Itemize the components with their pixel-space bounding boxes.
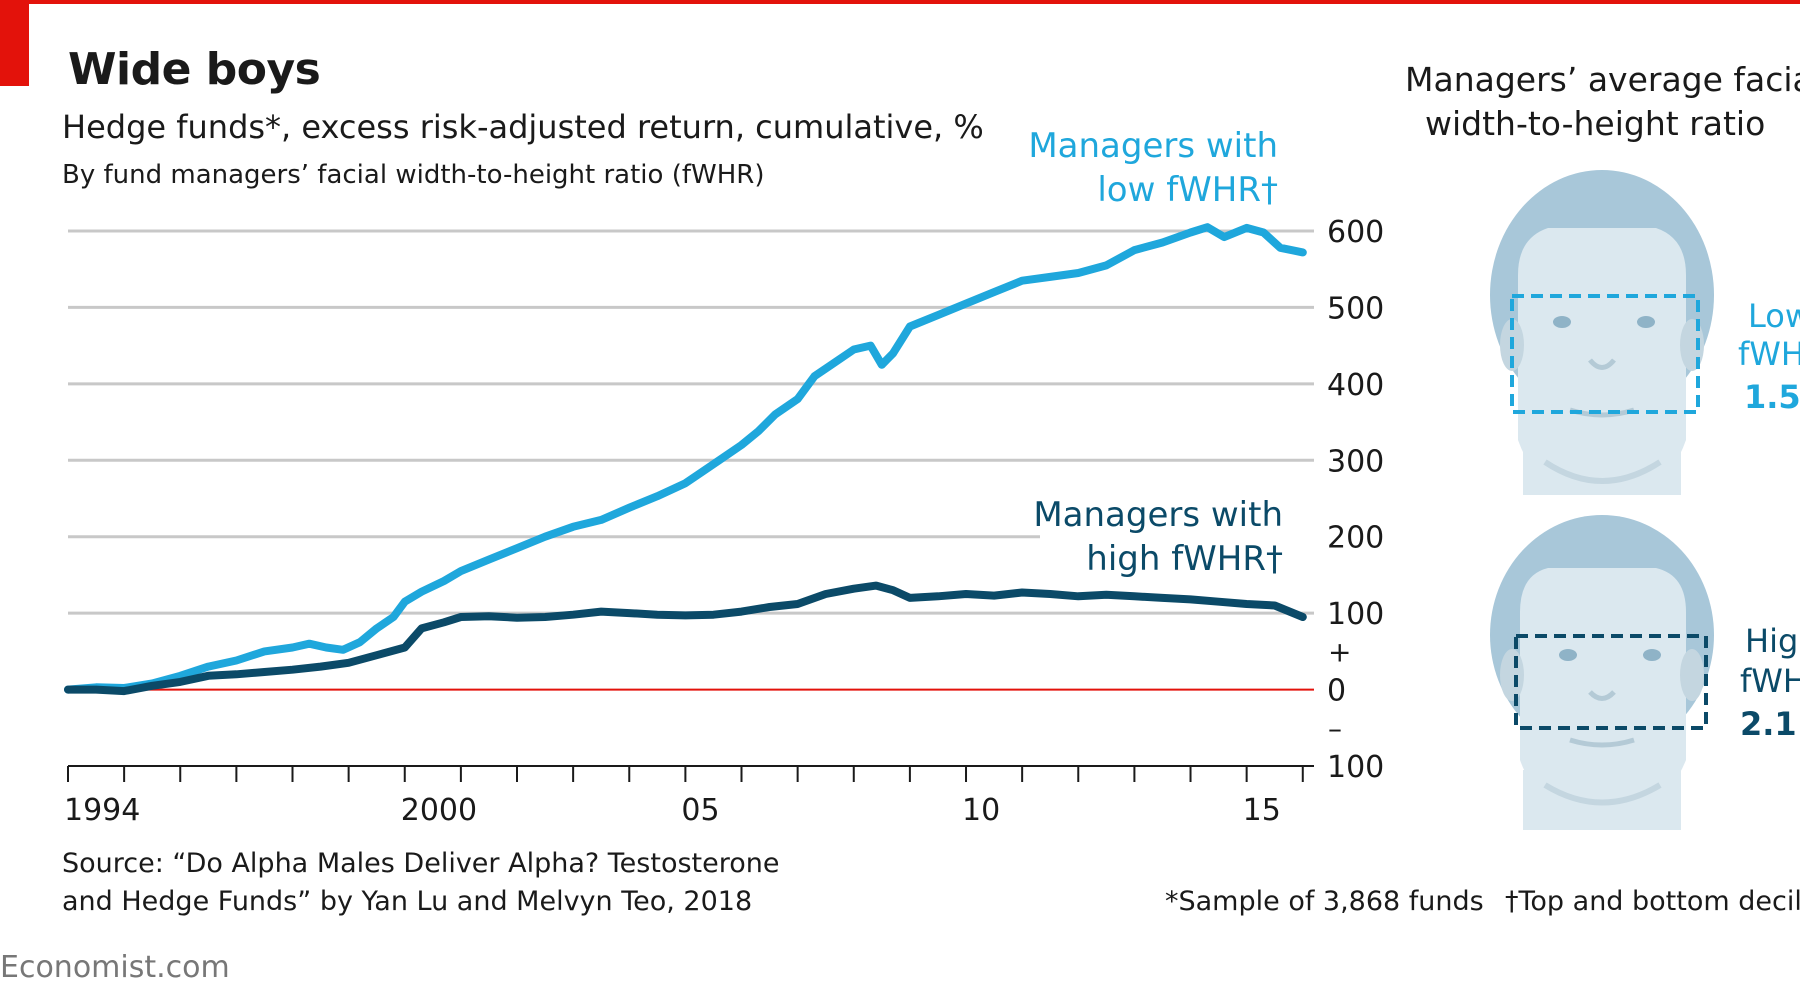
y-tick-label-4: 200 — [1327, 521, 1384, 556]
series-line-0 — [64, 223, 1307, 694]
y-tick-label-3: 300 — [1327, 444, 1384, 479]
y-tick-label-7: 100 — [1327, 750, 1384, 785]
face-high-ear-left — [1500, 649, 1524, 701]
y-tick-label-0: 600 — [1327, 215, 1384, 250]
series-label-0-line-1: low fWHR† — [1097, 170, 1278, 210]
y-sign-plus: + — [1328, 635, 1351, 668]
x-axis — [67, 765, 1314, 782]
face-low-eye-left — [1553, 316, 1571, 328]
face-low-eye-right — [1637, 316, 1655, 328]
face-high-measure-box — [1514, 634, 1708, 730]
face-high-eye-left — [1559, 649, 1577, 661]
x-tick-label-3: 10 — [962, 793, 1000, 828]
face-low-label-line1: Low — [1748, 297, 1800, 335]
face-high-ear-right — [1680, 649, 1704, 701]
faces-panel-title-line1: Managers’ average facial — [1405, 60, 1800, 99]
chart-title: Wide boys — [68, 44, 321, 95]
faces-panel-title-line2: width-to-height ratio — [1425, 104, 1766, 143]
source-line-2: and Hedge Funds” by Yan Lu and Melvyn Te… — [62, 886, 753, 917]
face-low-label-line2: fWH — [1738, 335, 1800, 373]
series-label-1-line-0: Managers with — [1033, 495, 1283, 535]
face-low-ear-right — [1680, 319, 1704, 371]
y-tick-label-2: 400 — [1327, 368, 1384, 403]
face-high-skin — [1520, 568, 1686, 815]
face-low-ratio-value: 1.5 — [1744, 378, 1800, 416]
x-tick-label-2: 05 — [681, 793, 719, 828]
footnote-deciles: †Top and bottom decil — [1505, 886, 1800, 917]
face-high-jaw — [1543, 782, 1662, 806]
brand-logo-text: Economist.com — [0, 950, 230, 985]
top-rule — [0, 0, 1800, 4]
y-tick-label-1: 500 — [1327, 291, 1384, 326]
face-high-fwhr — [1490, 515, 1714, 830]
series-label-0-line-0: Managers with — [1028, 126, 1278, 166]
x-tick-label-1: 2000 — [401, 793, 477, 828]
face-high-label-line1: Hig — [1745, 622, 1799, 660]
face-low-fwhr — [1490, 170, 1714, 495]
footnote-sample: *Sample of 3,868 funds — [1165, 886, 1484, 917]
face-high-label-line2: fWH — [1740, 662, 1800, 700]
x-tick-label-0: 1994 — [64, 793, 140, 828]
x-tick-label-4: 15 — [1243, 793, 1281, 828]
red-tag — [0, 0, 29, 86]
face-high-eye-right — [1643, 649, 1661, 661]
face-high-mouth — [1569, 737, 1635, 748]
chart-subtitle-secondary: By fund managers’ facial width-to-height… — [62, 160, 765, 190]
series-line-1 — [64, 581, 1307, 696]
face-high-nose — [1588, 690, 1616, 701]
chart-subtitle: Hedge funds*, excess risk-adjusted retur… — [62, 108, 984, 146]
face-low-nose — [1588, 358, 1616, 370]
face-low-neck — [1523, 440, 1681, 495]
series-lines — [64, 223, 1307, 696]
y-tick-label-6: 0 — [1327, 674, 1346, 709]
series-label-1-line-1: high fWHR† — [1086, 539, 1283, 579]
gridlines — [68, 229, 1314, 691]
face-low-jaw — [1543, 459, 1662, 484]
source-line-1: Source: “Do Alpha Males Deliver Alpha? T… — [62, 848, 780, 879]
face-high-ratio-value: 2.1 — [1740, 705, 1797, 743]
y-sign-minus: – — [1328, 712, 1342, 745]
y-tick-label-5: 100 — [1327, 597, 1384, 632]
